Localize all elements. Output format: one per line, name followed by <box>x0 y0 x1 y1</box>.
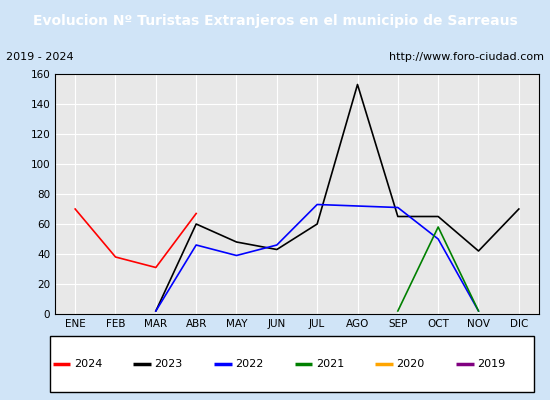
Text: 2019 - 2024: 2019 - 2024 <box>6 52 73 62</box>
Text: 2019: 2019 <box>477 359 505 369</box>
Text: Evolucion Nº Turistas Extranjeros en el municipio de Sarreaus: Evolucion Nº Turistas Extranjeros en el … <box>32 14 518 28</box>
Text: 2020: 2020 <box>397 359 425 369</box>
Text: 2023: 2023 <box>155 359 183 369</box>
Text: 2022: 2022 <box>235 359 263 369</box>
Text: 2024: 2024 <box>74 359 102 369</box>
Text: http://www.foro-ciudad.com: http://www.foro-ciudad.com <box>389 52 544 62</box>
Text: 2021: 2021 <box>316 359 344 369</box>
